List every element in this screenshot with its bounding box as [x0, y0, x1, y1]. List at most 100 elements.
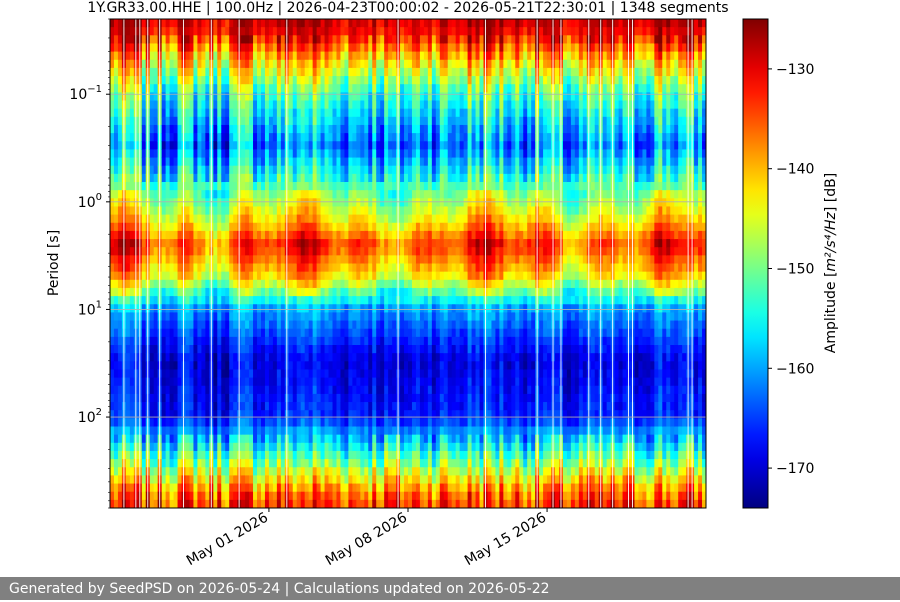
heatmap-cell: [114, 19, 119, 28]
heatmap-cell: [364, 459, 369, 468]
heatmap-cell: [269, 321, 274, 330]
heatmap-cell: [301, 492, 306, 501]
heatmap-cell: [126, 68, 131, 77]
heatmap-cell: [221, 76, 226, 85]
heatmap-cell: [217, 500, 222, 509]
heatmap-cell: [400, 198, 405, 207]
heatmap-cell: [416, 353, 421, 362]
heatmap-cell: [333, 158, 338, 167]
heatmap-cell: [162, 296, 167, 305]
heatmap-cell: [352, 345, 357, 354]
heatmap-cell: [392, 101, 397, 110]
heatmap-cell: [420, 337, 425, 346]
heatmap-cell: [245, 272, 250, 281]
heatmap-cell: [309, 296, 314, 305]
heatmap-cell: [118, 500, 123, 509]
heatmap-cell: [150, 280, 155, 289]
heatmap-cell: [170, 378, 175, 387]
heatmap-cell: [162, 92, 167, 101]
heatmap-cell: [269, 272, 274, 281]
heatmap-cell: [110, 467, 115, 476]
heatmap-cell: [301, 190, 306, 199]
heatmap-cell: [313, 312, 318, 321]
heatmap-cell: [277, 190, 282, 199]
heatmap-cell: [376, 264, 381, 273]
heatmap-cell: [110, 125, 115, 134]
heatmap-cell: [205, 68, 210, 77]
heatmap-cell: [352, 361, 357, 370]
heatmap-cell: [154, 43, 159, 52]
heatmap-cell: [313, 280, 318, 289]
heatmap-cell: [380, 492, 385, 501]
heatmap-cell: [301, 321, 306, 330]
heatmap-cell: [325, 484, 330, 493]
heatmap-cell: [185, 418, 190, 427]
heatmap-cell: [213, 337, 218, 346]
heatmap-cell: [424, 215, 429, 224]
heatmap-cell: [261, 101, 266, 110]
heatmap-cell: [428, 223, 433, 232]
heatmap-cell: [440, 117, 445, 126]
heatmap-cell: [245, 117, 250, 126]
heatmap-cell: [348, 410, 353, 419]
heatmap-cell: [340, 60, 345, 69]
heatmap-cell: [388, 500, 393, 509]
heatmap-cell: [265, 35, 270, 44]
heatmap-cell: [193, 117, 198, 126]
heatmap-cell: [166, 125, 171, 134]
heatmap-cell: [301, 337, 306, 346]
heatmap-cell: [336, 149, 341, 158]
heatmap-cell: [205, 304, 210, 313]
heatmap-cell: [416, 247, 421, 256]
heatmap-cell: [400, 239, 405, 248]
heatmap-cell: [317, 109, 322, 118]
heatmap-cell: [150, 500, 155, 509]
heatmap-cell: [178, 280, 183, 289]
heatmap-cell: [110, 361, 115, 370]
heatmap-cell: [408, 43, 413, 52]
heatmap-cell: [118, 451, 123, 460]
heatmap-cell: [118, 125, 123, 134]
heatmap-cell: [150, 321, 155, 330]
heatmap-cell: [150, 467, 155, 476]
heatmap-cell: [269, 304, 274, 313]
heatmap-cell: [352, 239, 357, 248]
heatmap-cell: [436, 101, 441, 110]
heatmap-cell: [241, 255, 246, 264]
heatmap-cell: [257, 92, 262, 101]
heatmap-cell: [356, 239, 361, 248]
heatmap-cell: [162, 369, 167, 378]
heatmap-cell: [321, 133, 326, 142]
heatmap-cell: [305, 451, 310, 460]
heatmap-cell: [309, 133, 314, 142]
heatmap-cell: [257, 247, 262, 256]
heatmap-cell: [392, 247, 397, 256]
heatmap-cell: [309, 247, 314, 256]
heatmap-cell: [372, 353, 377, 362]
heatmap-cell: [380, 378, 385, 387]
heatmap-cell: [412, 101, 417, 110]
heatmap-cell: [178, 443, 183, 452]
heatmap-cell: [380, 149, 385, 158]
heatmap-cell: [193, 378, 198, 387]
heatmap-cell: [376, 484, 381, 493]
heatmap-cell: [110, 288, 115, 297]
heatmap-cell: [329, 182, 334, 191]
heatmap-cell: [321, 475, 326, 484]
heatmap-cell: [201, 369, 206, 378]
heatmap-cell: [293, 369, 298, 378]
heatmap-cell: [253, 60, 258, 69]
heatmap-cell: [162, 43, 167, 52]
heatmap-cell: [340, 174, 345, 183]
heatmap-cell: [281, 443, 286, 452]
heatmap-cell: [221, 467, 226, 476]
heatmap-cell: [281, 369, 286, 378]
heatmap-cell: [305, 418, 310, 427]
heatmap-cell: [126, 386, 131, 395]
heatmap-cell: [352, 435, 357, 444]
heatmap-cell: [142, 500, 147, 509]
heatmap-cell: [257, 84, 262, 93]
heatmap-cell: [277, 378, 282, 387]
heatmap-cell: [154, 312, 159, 321]
heatmap-cell: [368, 206, 373, 215]
